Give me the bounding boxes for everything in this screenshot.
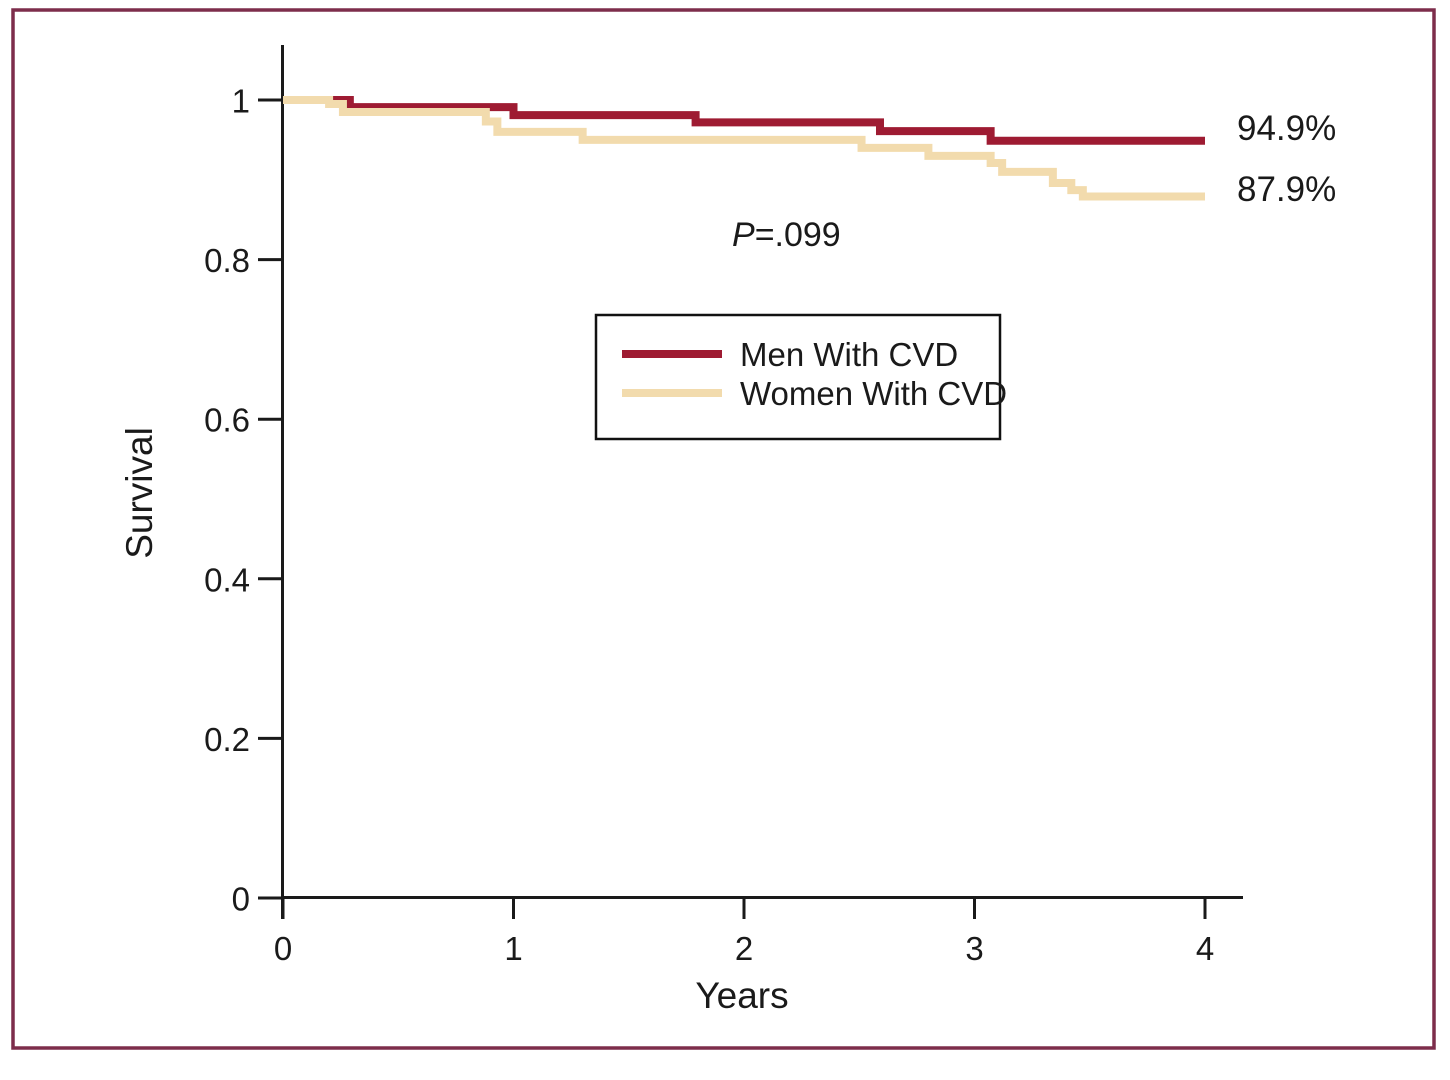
x-tick-label: 1 xyxy=(504,930,522,967)
y-tick-label: 0.8 xyxy=(204,242,250,279)
x-tick-label: 0 xyxy=(274,930,292,967)
curve-men-with-cvd xyxy=(283,96,1205,145)
figure-border xyxy=(11,8,1436,1050)
legend-label-women: Women With CVD xyxy=(740,375,1007,412)
y-tick-label: 1 xyxy=(232,83,250,120)
end-label-men: 94.9% xyxy=(1237,109,1336,148)
end-label-women: 87.9% xyxy=(1237,170,1336,209)
y-tick-label: 0.4 xyxy=(204,561,250,598)
curve-women-with-cvd xyxy=(283,96,1205,201)
x-tick-label: 3 xyxy=(965,930,983,967)
x-axis: 0 1 2 3 4 xyxy=(274,896,1243,967)
series-path xyxy=(283,96,1205,145)
p-value-rest: =.099 xyxy=(755,216,841,254)
series-path xyxy=(283,96,1205,201)
y-axis: 0 0.2 0.4 0.6 0.8 1 xyxy=(204,45,284,919)
x-tick-label: 4 xyxy=(1196,930,1214,967)
y-axis-title: Survival xyxy=(119,427,160,559)
legend-box xyxy=(594,313,1002,441)
y-tick-label: 0 xyxy=(232,881,250,918)
y-tick-label: 0.6 xyxy=(204,402,250,439)
p-value-symbol: P xyxy=(732,216,755,254)
legend-label-men: Men With CVD xyxy=(740,336,958,373)
x-axis-title: Years xyxy=(695,975,788,1016)
p-value-annotation: P=.099 xyxy=(732,216,841,254)
x-tick-label: 2 xyxy=(735,930,753,967)
legend: Men With CVD Women With CVD xyxy=(594,313,1007,441)
y-tick-label: 0.2 xyxy=(204,721,250,758)
